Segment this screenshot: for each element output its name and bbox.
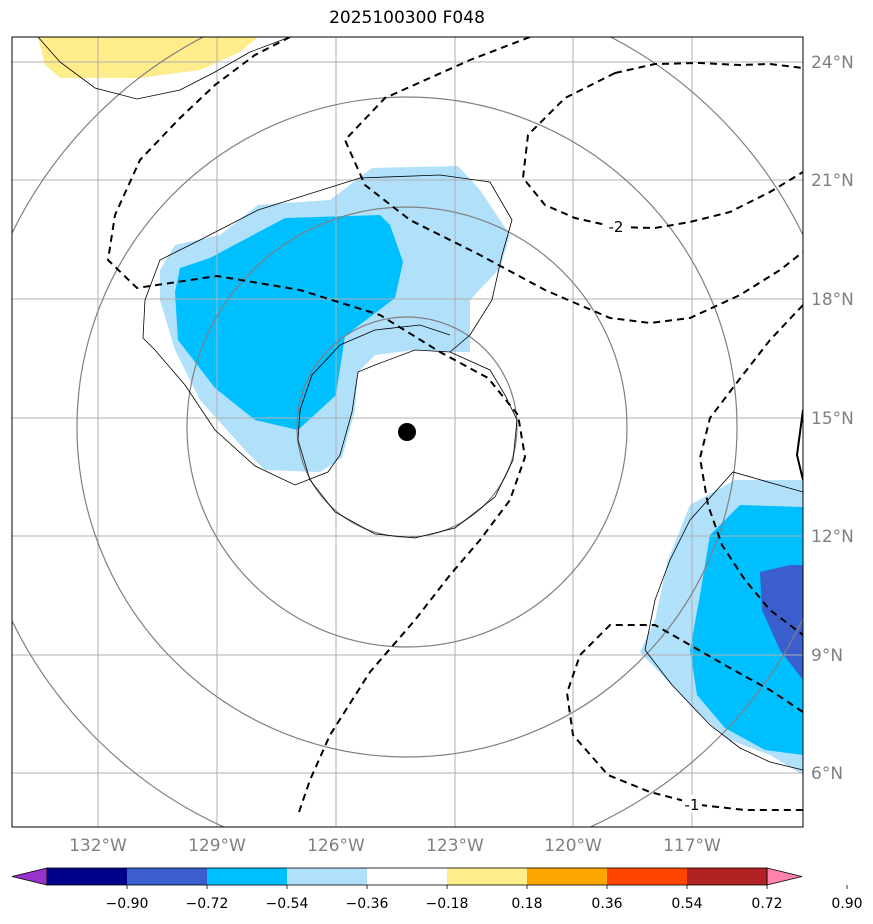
lat-label: 21°N: [811, 171, 854, 191]
map-fields: -2 -1: [12, 37, 803, 827]
contour-label-bg: [682, 795, 702, 813]
colorbar-tick-label: 0.90: [831, 896, 862, 912]
coastline: [795, 409, 803, 481]
colorbar-extend-low: [11, 867, 48, 886]
colorbar-segment: [47, 868, 127, 885]
lon-label: 120°W: [544, 836, 602, 856]
colorbar-outline: [46, 867, 768, 886]
map-frame: [11, 36, 804, 828]
lat-label: 9°N: [811, 646, 843, 666]
lat-label: 12°N: [811, 527, 854, 547]
colorbar-tick-label: −0.90: [106, 896, 149, 912]
lat-label: 6°N: [811, 764, 843, 784]
lon-label: 132°W: [69, 836, 127, 856]
shading-mid-blue-west: [175, 215, 403, 430]
lon-label: 126°W: [307, 836, 365, 856]
colorbar-segment: [447, 868, 527, 885]
shading-dark-blue-east: [760, 565, 803, 680]
colorbar-tick-label: −0.54: [266, 896, 309, 912]
colorbar-segment: [527, 868, 607, 885]
shading-mid-blue-east: [690, 505, 803, 755]
colorbar-segment: [607, 868, 687, 885]
colorbar-segment: [287, 868, 367, 885]
colorbar-tick-label: 0.72: [751, 896, 782, 912]
colorbar-tick-label: 0.18: [511, 896, 542, 912]
radius-circles: [12, 37, 803, 827]
thin-contours: [37, 37, 803, 771]
colorbar-segment: [207, 868, 287, 885]
colorbar-tick-label: −0.72: [186, 896, 229, 912]
lat-label: 15°N: [811, 409, 854, 429]
gridlines: [12, 37, 803, 827]
lon-label: 129°W: [188, 836, 246, 856]
storm-center-marker: [398, 423, 416, 441]
lon-label: 117°W: [663, 836, 721, 856]
colorbar-tick-label: −0.36: [346, 896, 389, 912]
lat-label: 18°N: [811, 290, 854, 310]
colorbar-labels: −0.90 −0.72 −0.54 −0.36 −0.18 0.18 0.36 0.54 0.7…: [106, 885, 863, 912]
contour-label-bg: [606, 217, 626, 235]
colorbar-tick-label: 0.54: [671, 896, 702, 912]
colorbar-segment: [367, 868, 447, 885]
lon-label: 123°W: [426, 836, 484, 856]
colorbar-extend-high: [766, 867, 803, 886]
contour-label-minus-1: -1: [685, 796, 700, 814]
positive-shading-top: [38, 37, 258, 78]
longitude-labels: 132°W 129°W 126°W 123°W 120°W 117°W: [69, 836, 721, 856]
map-title: 2025100300 F048: [329, 8, 485, 28]
colorbar-segment: [687, 868, 767, 885]
colorbar: [11, 867, 803, 886]
contour-label-minus-2: -2: [609, 218, 624, 236]
lat-label: 24°N: [811, 53, 854, 73]
colorbar-tick-label: 0.36: [591, 896, 622, 912]
latitude-labels: 24°N 21°N 18°N 15°N 12°N 9°N 6°N: [811, 53, 854, 784]
colorbar-segment: [127, 868, 207, 885]
colorbar-tick-label: −0.18: [426, 896, 469, 912]
